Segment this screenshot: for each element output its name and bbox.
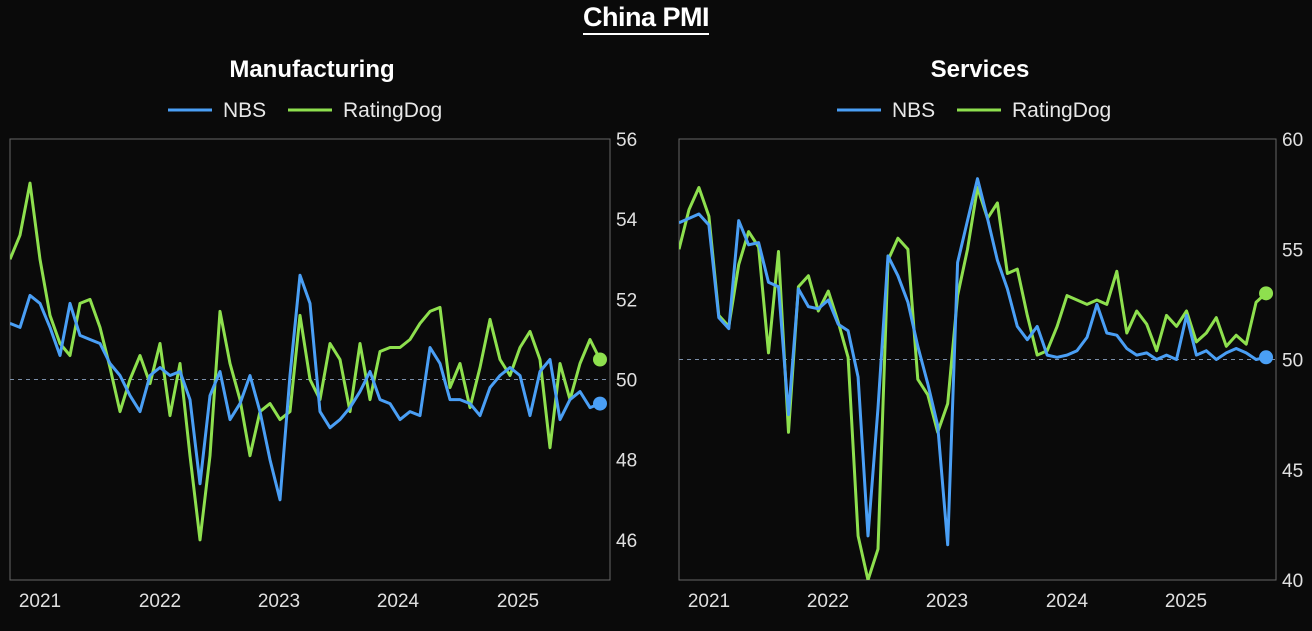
legend-label: NBS: [223, 99, 266, 122]
x-tick-label: 2024: [377, 591, 420, 612]
chart-panel-1: Services NBS RatingDog 40 45 50 55 60 2021 2022 20…: [678, 56, 1303, 612]
y-tick-label: 40: [1282, 571, 1303, 592]
series-line-ratingdog: [679, 186, 1268, 580]
panel-title: Services: [931, 56, 1030, 83]
x-tick-label: 2022: [139, 591, 181, 612]
x-tick-label: 2023: [926, 591, 968, 612]
chart-panel-0: Manufacturing NBS RatingDog 46 48 50 52 54 56 202…: [9, 56, 638, 612]
chart-main-title: China PMI: [0, 2, 1292, 35]
x-tick-label: 2023: [258, 591, 300, 612]
legend-label: RatingDog: [343, 99, 442, 122]
y-tick-label: 45: [1282, 461, 1303, 482]
legend-label: NBS: [892, 99, 935, 122]
y-tick-label: 60: [1282, 130, 1303, 151]
x-tick-label: 2021: [688, 591, 730, 612]
y-tick-label: 46: [616, 531, 637, 552]
y-tick-label: 52: [616, 290, 637, 311]
x-tick-label: 2022: [807, 591, 849, 612]
panel-title: Manufacturing: [229, 56, 394, 83]
legend-label: RatingDog: [1012, 99, 1111, 122]
y-tick-label: 50: [1282, 351, 1303, 372]
y-tick-label: 55: [1282, 240, 1303, 261]
y-tick-label: 48: [616, 451, 637, 472]
x-tick-label: 2021: [19, 591, 61, 612]
series-endpoint-nbs: [593, 396, 607, 411]
x-tick-label: 2025: [497, 591, 539, 612]
series-line-nbs: [10, 273, 601, 502]
series-endpoint-ratingdog: [593, 352, 607, 367]
x-tick-label: 2024: [1046, 591, 1089, 612]
y-tick-label: 54: [616, 210, 638, 231]
series-line-nbs: [679, 177, 1267, 547]
series-endpoint-nbs: [1259, 350, 1274, 365]
x-tick-label: 2025: [1165, 591, 1207, 612]
series-line-ratingdog: [10, 181, 602, 542]
series-endpoint-ratingdog: [1259, 286, 1274, 301]
plot-frame: [9, 138, 611, 581]
y-tick-label: 56: [616, 130, 637, 151]
y-tick-label: 50: [616, 371, 637, 392]
